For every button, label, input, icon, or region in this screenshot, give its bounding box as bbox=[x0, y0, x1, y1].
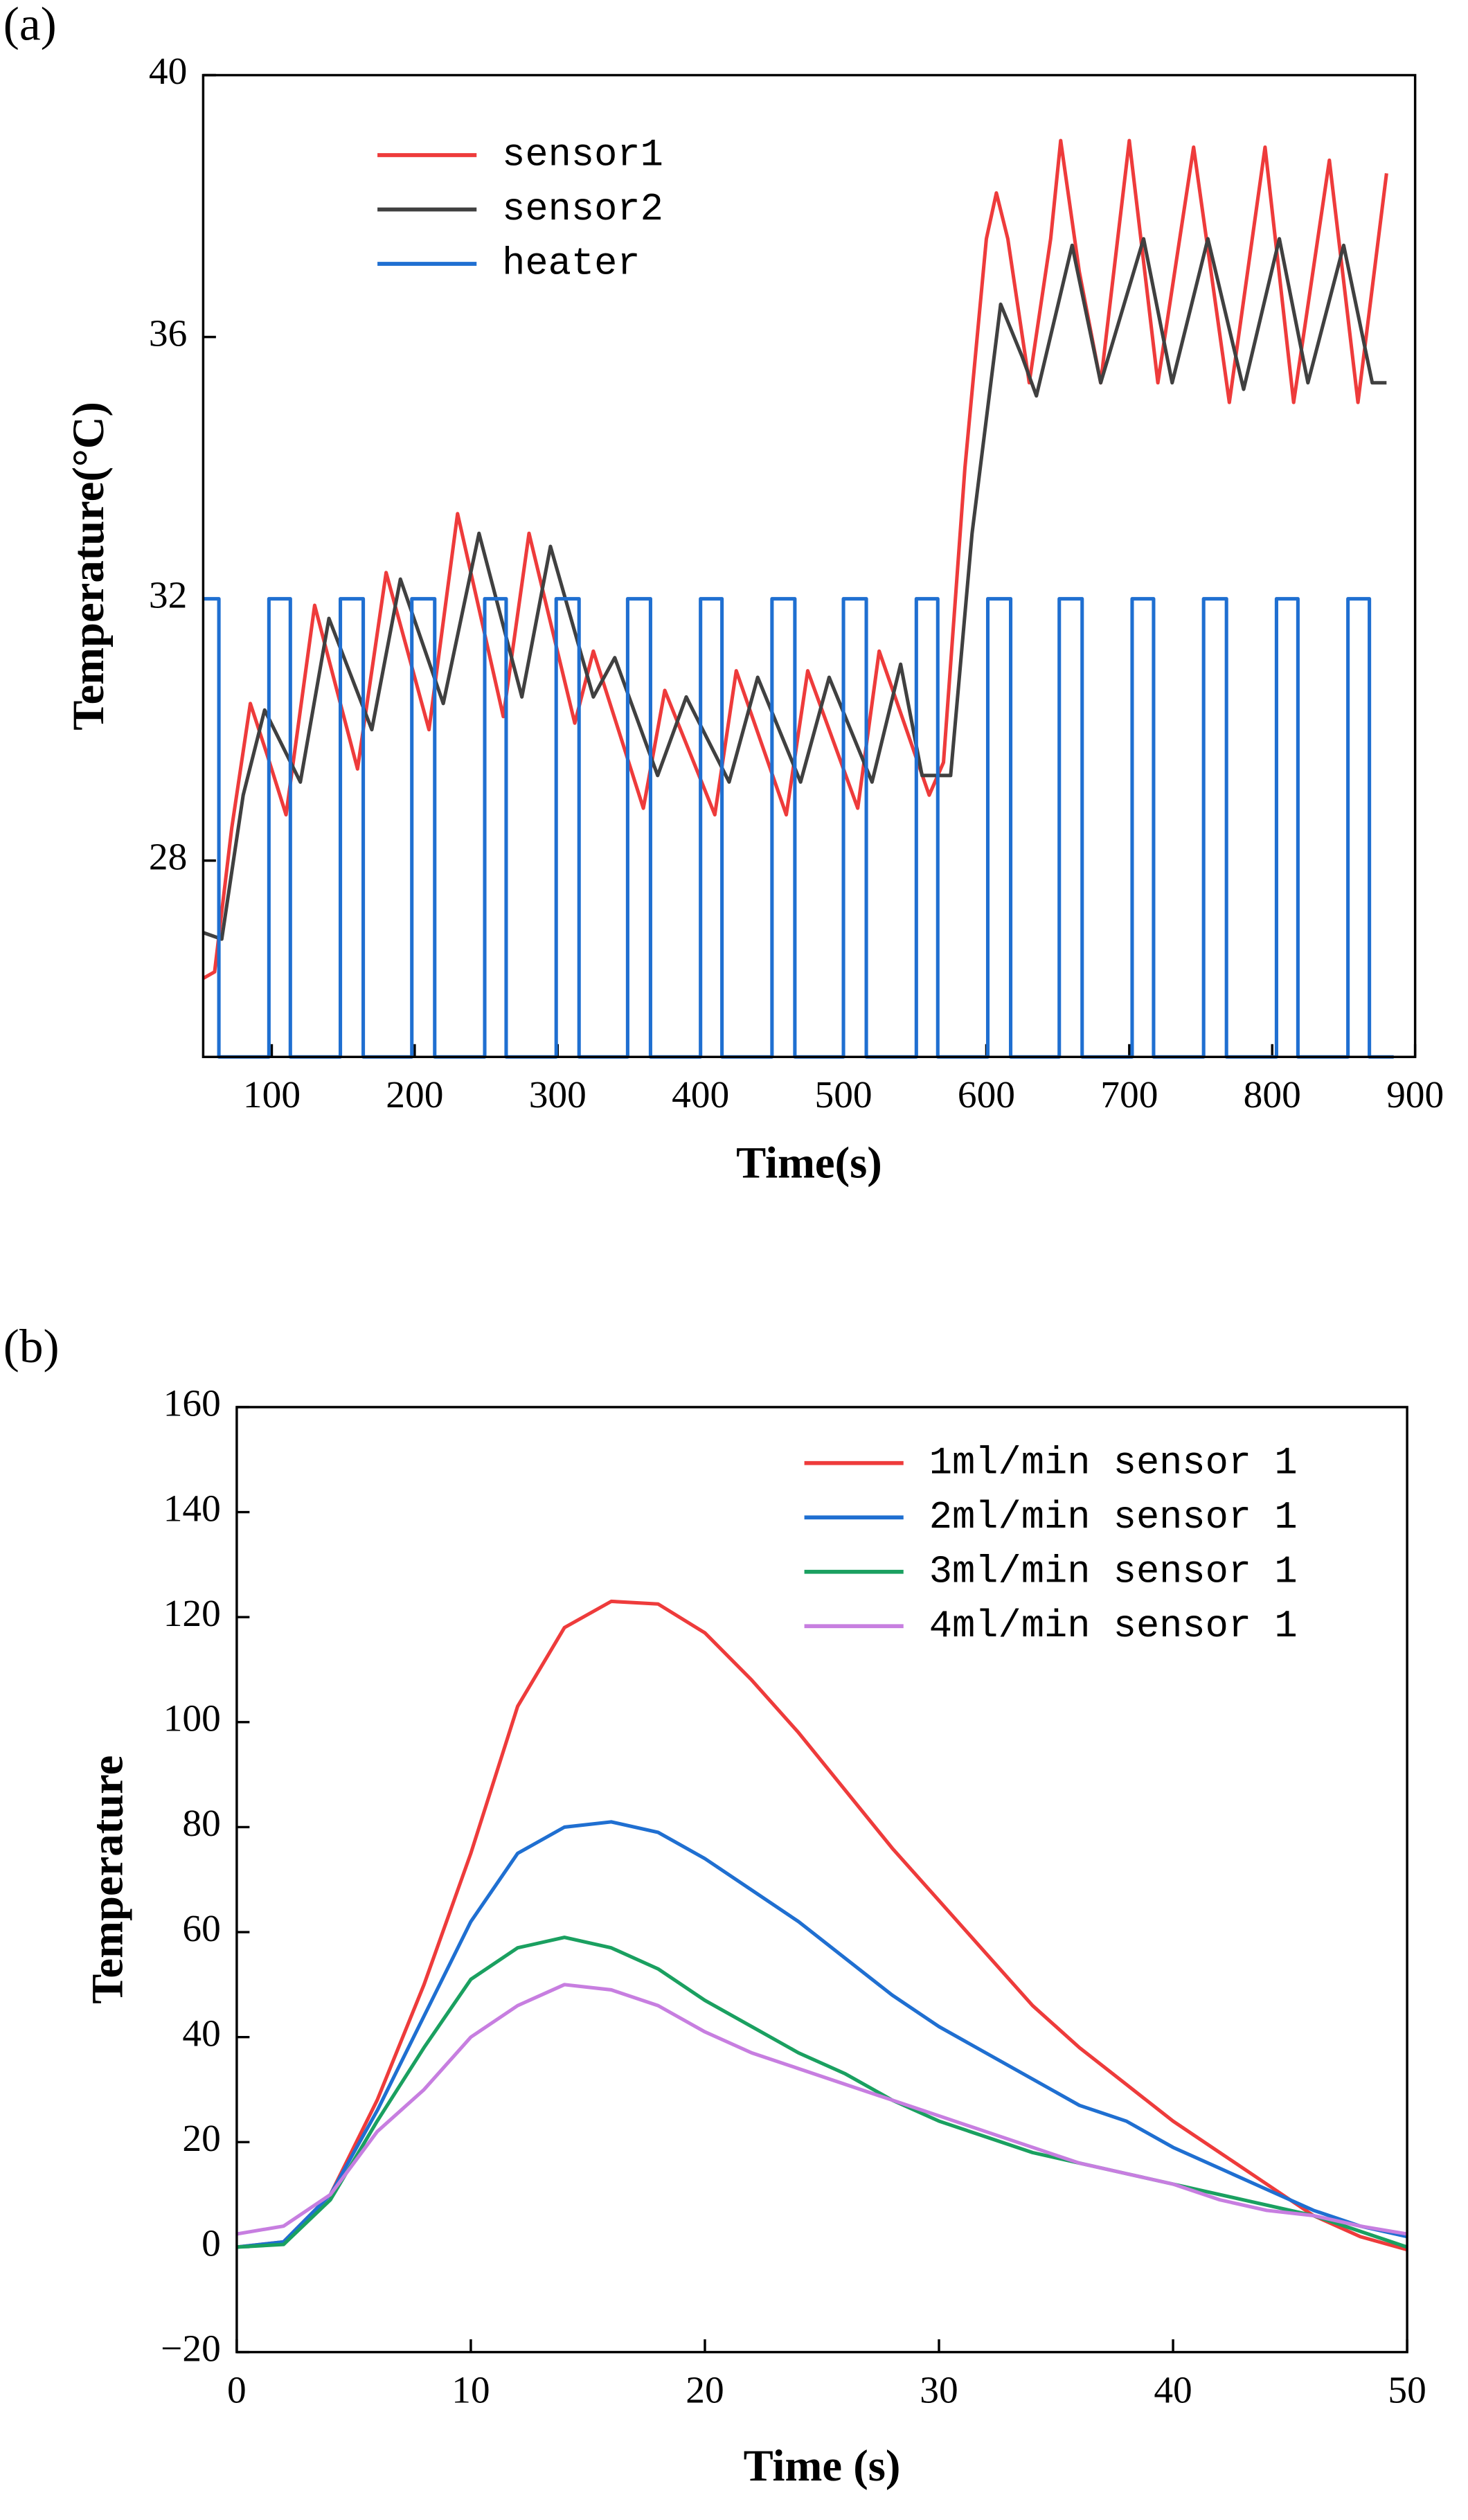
y-tick-label: 80 bbox=[182, 1802, 220, 1844]
x-tick-label: 0 bbox=[227, 2368, 247, 2411]
panel-label: (a) bbox=[3, 0, 57, 50]
x-tick-label: 400 bbox=[672, 1073, 729, 1116]
panel-label: (b) bbox=[3, 1319, 60, 1373]
legend-label: 3ml/min sensor 1 bbox=[929, 1550, 1298, 1593]
data-line bbox=[236, 1599, 1408, 2252]
x-tick-label: 600 bbox=[958, 1073, 1015, 1116]
x-tick-label: 50 bbox=[1388, 2368, 1426, 2411]
x-tick-label: 800 bbox=[1244, 1073, 1301, 1116]
x-tick-label: 900 bbox=[1386, 1073, 1444, 1116]
x-tick-label: 300 bbox=[529, 1073, 587, 1116]
x-tick-label: 100 bbox=[243, 1073, 301, 1116]
y-tick-label: 0 bbox=[202, 2222, 221, 2264]
y-tick-label: 28 bbox=[149, 835, 187, 877]
y-tick-label: 60 bbox=[182, 1907, 220, 1949]
y-tick-label: −20 bbox=[161, 2327, 221, 2369]
x-tick-label: 200 bbox=[386, 1073, 443, 1116]
x-tick-label: 40 bbox=[1154, 2368, 1192, 2411]
y-tick-label: 20 bbox=[182, 2117, 220, 2159]
x-tick-label: 500 bbox=[815, 1073, 872, 1116]
y-tick-label: 40 bbox=[182, 2012, 220, 2054]
data-line bbox=[202, 138, 1388, 981]
x-axis-label: Time(s) bbox=[736, 1137, 882, 1188]
x-tick-label: 10 bbox=[451, 2368, 490, 2411]
legend-label: sensor1 bbox=[502, 134, 663, 177]
x-tick-label: 700 bbox=[1100, 1073, 1158, 1116]
data-line bbox=[202, 237, 1387, 941]
y-tick-label: 40 bbox=[149, 50, 187, 92]
y-tick-label: 36 bbox=[149, 312, 187, 354]
y-tick-label: 140 bbox=[163, 1487, 221, 1529]
plot-frame bbox=[235, 1406, 1408, 2354]
y-tick-label: 160 bbox=[163, 1382, 221, 1424]
y-axis-label: Temperature bbox=[82, 1755, 132, 2004]
plot-frame bbox=[202, 73, 1417, 1058]
y-tick-label: 120 bbox=[163, 1592, 221, 1634]
data-line bbox=[236, 1820, 1408, 2249]
data-line bbox=[236, 1936, 1408, 2249]
x-tick-label: 30 bbox=[920, 2368, 958, 2411]
data-line bbox=[203, 597, 1394, 1059]
y-tick-label: 100 bbox=[163, 1697, 221, 1740]
legend-label: 1ml/min sensor 1 bbox=[929, 1441, 1298, 1485]
x-axis-label: Time (s) bbox=[744, 2440, 901, 2491]
legend-label: 2ml/min sensor 1 bbox=[929, 1496, 1298, 1539]
legend-label: sensor2 bbox=[502, 188, 663, 231]
x-tick-label: 20 bbox=[686, 2368, 724, 2411]
legend-label: 4ml/min sensor 1 bbox=[929, 1605, 1298, 1648]
data-line bbox=[236, 1983, 1408, 2236]
y-tick-label: 32 bbox=[149, 573, 187, 616]
legend-label: heater bbox=[502, 242, 640, 286]
y-axis-label: Temperature(°C) bbox=[63, 402, 114, 731]
